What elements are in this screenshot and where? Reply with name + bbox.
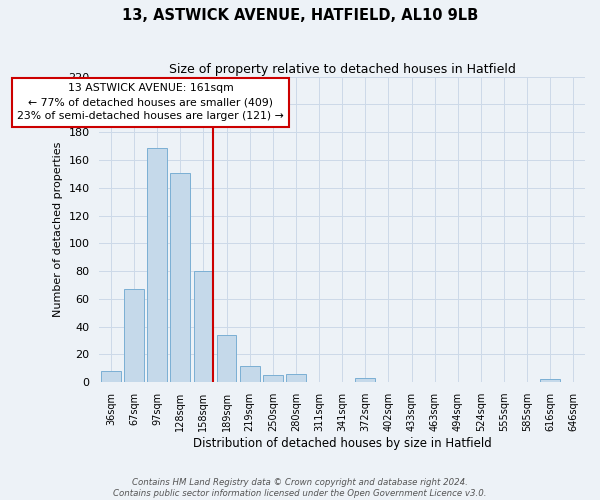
Text: Contains HM Land Registry data © Crown copyright and database right 2024.
Contai: Contains HM Land Registry data © Crown c… [113,478,487,498]
Bar [263,376,283,382]
Bar [541,380,560,382]
Text: 13 ASTWICK AVENUE: 161sqm
← 77% of detached houses are smaller (409)
23% of semi: 13 ASTWICK AVENUE: 161sqm ← 77% of detac… [17,84,284,122]
Y-axis label: Number of detached properties: Number of detached properties [53,142,63,317]
Bar [170,172,190,382]
Bar [194,271,213,382]
Bar [101,371,121,382]
Bar [217,335,236,382]
Bar [124,289,144,382]
Bar [240,366,260,382]
X-axis label: Distribution of detached houses by size in Hatfield: Distribution of detached houses by size … [193,437,491,450]
Title: Size of property relative to detached houses in Hatfield: Size of property relative to detached ho… [169,62,515,76]
Text: 13, ASTWICK AVENUE, HATFIELD, AL10 9LB: 13, ASTWICK AVENUE, HATFIELD, AL10 9LB [122,8,478,22]
Bar [355,378,375,382]
Bar [286,374,306,382]
Bar [148,148,167,382]
